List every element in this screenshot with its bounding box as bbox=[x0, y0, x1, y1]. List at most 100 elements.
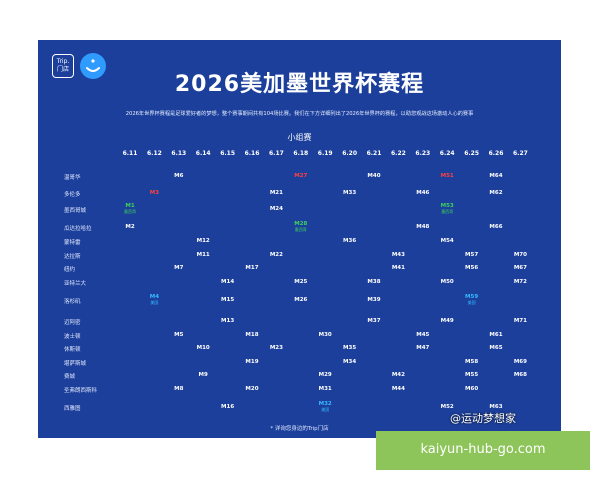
match-label: M7 bbox=[174, 265, 184, 271]
date-header: 6.19 bbox=[317, 150, 333, 157]
city-label: 费城 bbox=[64, 374, 76, 380]
match-label: M22 bbox=[269, 252, 283, 258]
match-label: M36 bbox=[343, 238, 357, 244]
footer-note: * 详询您身边的Trip门店 bbox=[270, 426, 329, 432]
match-label: M58 bbox=[465, 359, 479, 365]
match-label: M53 bbox=[440, 203, 454, 209]
smile-logo-icon bbox=[80, 53, 106, 79]
match-label: M24 bbox=[269, 206, 283, 212]
match-label: M15 bbox=[221, 297, 235, 303]
link-banner[interactable]: kaiyun-hub-go.com bbox=[376, 431, 590, 470]
match-label: M56 bbox=[465, 265, 479, 271]
watermark: @运动梦想家 bbox=[450, 412, 516, 425]
match-label: M23 bbox=[269, 345, 283, 351]
match-cell: M47 bbox=[408, 345, 438, 351]
match-cell: M30 bbox=[310, 332, 340, 338]
match-label: M62 bbox=[489, 190, 503, 196]
match-team: 墨西哥 bbox=[441, 209, 454, 214]
match-cell: M24 bbox=[261, 206, 291, 212]
match-team: 墨西哥 bbox=[124, 209, 136, 214]
match-cell: M71 bbox=[505, 318, 535, 324]
match-label: M41 bbox=[391, 265, 405, 271]
match-cell: M48 bbox=[408, 224, 438, 230]
date-header: 6.13 bbox=[171, 150, 187, 157]
city-label: 瓜达拉哈拉 bbox=[64, 226, 92, 232]
match-cell: M68 bbox=[505, 372, 535, 378]
match-label: M55 bbox=[465, 372, 479, 378]
match-label: M4 bbox=[149, 294, 160, 300]
match-label: M63 bbox=[489, 404, 503, 410]
match-cell: M28 墨西哥 bbox=[286, 221, 316, 233]
match-cell: M8 bbox=[164, 386, 194, 392]
match-cell: M57 bbox=[457, 252, 487, 258]
match-cell: M66 bbox=[481, 224, 511, 230]
match-cell: M22 bbox=[261, 252, 291, 258]
match-label: M19 bbox=[245, 359, 259, 365]
match-cell: M61 bbox=[481, 332, 511, 338]
city-label: 达拉斯 bbox=[64, 254, 81, 260]
match-cell: M53 墨西哥 bbox=[432, 203, 462, 215]
match-cell: M70 bbox=[505, 252, 535, 258]
match-cell: M49 bbox=[432, 318, 462, 324]
match-cell: M65 bbox=[481, 345, 511, 351]
match-cell: M39 bbox=[359, 297, 389, 303]
city-label: 波士顿 bbox=[64, 334, 81, 340]
match-label: M6 bbox=[174, 173, 184, 179]
match-label: M10 bbox=[196, 345, 210, 351]
match-label: M44 bbox=[391, 386, 405, 392]
date-header: 6.23 bbox=[415, 150, 431, 157]
match-label: M11 bbox=[196, 252, 210, 258]
match-cell: M33 bbox=[335, 190, 365, 196]
match-label: M37 bbox=[367, 318, 381, 324]
match-label: M1 bbox=[125, 203, 135, 209]
date-header: 6.16 bbox=[244, 150, 260, 157]
date-header: 6.26 bbox=[488, 150, 504, 157]
match-label: M59 bbox=[465, 294, 479, 300]
match-label: M72 bbox=[513, 279, 527, 285]
match-cell: M17 bbox=[237, 265, 267, 271]
match-cell: M40 bbox=[359, 173, 389, 179]
city-label: 亚特兰大 bbox=[64, 281, 87, 287]
match-cell: M34 bbox=[335, 359, 365, 365]
match-cell: M43 bbox=[383, 252, 413, 258]
match-cell: M4 美国 bbox=[139, 294, 169, 306]
date-header: 6.24 bbox=[439, 150, 455, 157]
match-cell: M2 bbox=[115, 224, 145, 230]
match-cell: M9 bbox=[188, 372, 218, 378]
poster-title: 2026美加墨世界杯赛程 bbox=[174, 72, 425, 97]
match-label: M12 bbox=[196, 238, 210, 244]
match-cell: M20 bbox=[237, 386, 267, 392]
match-label: M38 bbox=[367, 279, 381, 285]
date-header: 6.12 bbox=[146, 150, 162, 157]
match-cell: M72 bbox=[505, 279, 535, 285]
match-label: M5 bbox=[174, 332, 184, 338]
match-cell: M21 bbox=[261, 190, 291, 196]
match-label: M42 bbox=[391, 372, 405, 378]
match-cell: M38 bbox=[359, 279, 389, 285]
match-cell: M58 bbox=[457, 359, 487, 365]
match-cell: M36 bbox=[335, 238, 365, 244]
match-label: M61 bbox=[489, 332, 503, 338]
match-label: M28 bbox=[294, 221, 308, 227]
match-label: M34 bbox=[343, 359, 357, 365]
match-cell: M32 美国 bbox=[310, 401, 340, 413]
date-header: 6.21 bbox=[366, 150, 382, 157]
match-label: M43 bbox=[391, 252, 405, 258]
match-team: 美国 bbox=[150, 300, 159, 305]
city-label: 墨西哥城 bbox=[64, 208, 87, 214]
match-label: M68 bbox=[513, 372, 527, 378]
city-label: 洛杉矶 bbox=[64, 299, 81, 305]
match-cell: M18 bbox=[237, 332, 267, 338]
match-label: M14 bbox=[221, 279, 235, 285]
match-label: M69 bbox=[513, 359, 527, 365]
city-label: 圣弗朗西斯科 bbox=[64, 388, 98, 394]
date-header: 6.17 bbox=[268, 150, 284, 157]
match-cell: M52 bbox=[432, 404, 462, 410]
trip-logo: Trip. 门店 bbox=[52, 54, 74, 78]
match-cell: M42 bbox=[383, 372, 413, 378]
match-label: M2 bbox=[125, 224, 135, 230]
match-cell: M62 bbox=[481, 190, 511, 196]
city-label: 温哥华 bbox=[64, 175, 81, 181]
match-label: M51 bbox=[440, 173, 454, 179]
match-cell: M41 bbox=[383, 265, 413, 271]
